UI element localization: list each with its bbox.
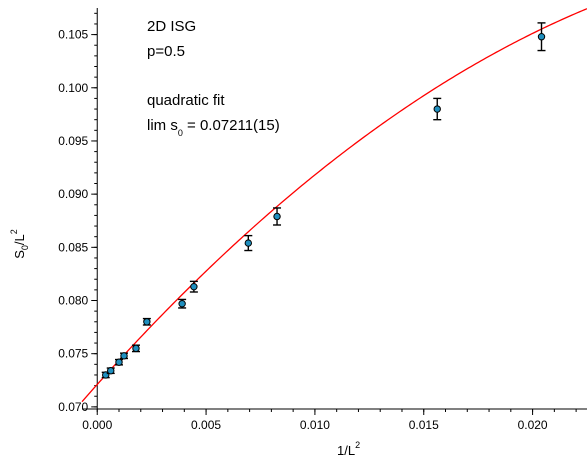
y-tick-label: 0.090 xyxy=(58,187,88,201)
x-tick-label: 0.005 xyxy=(191,418,221,432)
y-axis-label: S0/L2 xyxy=(9,229,30,259)
data-marker xyxy=(190,282,198,291)
data-marker xyxy=(132,344,140,353)
x-axis-label: 1/L2 xyxy=(337,440,360,458)
annotation-system: 2D ISG xyxy=(147,18,196,35)
data-marker xyxy=(244,239,253,247)
data-point xyxy=(537,22,546,52)
data-marker xyxy=(433,105,441,113)
data-marker xyxy=(107,367,115,375)
data-point xyxy=(273,207,282,226)
axes: 0.070 0.075 0.080 0.085 0.090 0.095 0.100 0.105… xyxy=(58,8,587,432)
y-axis-label-mid: /L xyxy=(12,234,27,245)
y-tick-label: 0.075 xyxy=(58,347,88,361)
x-tick-label: 0.020 xyxy=(518,418,548,432)
x-tick-label: 0.015 xyxy=(409,418,439,432)
data-marker xyxy=(115,358,123,366)
data-point xyxy=(131,344,140,353)
y-tick-label: 0.100 xyxy=(58,81,88,95)
data-marker xyxy=(143,318,151,326)
data-point xyxy=(433,97,442,121)
data-point xyxy=(142,317,151,326)
data-point xyxy=(106,367,115,375)
x-tick-label: 0.000 xyxy=(82,418,112,432)
x-tick-label: 0.010 xyxy=(300,418,330,432)
annotation-limit-prefix: lim s xyxy=(147,117,178,134)
fit-layer xyxy=(81,8,587,403)
data-point xyxy=(244,234,253,252)
annotations: 2D ISG p=0.5 quadratic fit lim s0 = 0.07… xyxy=(147,18,280,138)
data-marker xyxy=(178,299,186,308)
x-axis-label-sup: 2 xyxy=(355,440,360,450)
y-tick-label: 0.105 xyxy=(58,28,88,42)
fit-curve xyxy=(81,8,587,403)
y-tick-label: 0.095 xyxy=(58,134,88,148)
data-marker xyxy=(273,212,281,221)
y-axis-label-sup: 2 xyxy=(9,229,19,234)
x-axis-label-main: 1/L xyxy=(337,443,355,458)
annotation-limit: lim s0 = 0.07211(15) xyxy=(147,117,280,138)
y-tick-label: 0.080 xyxy=(58,294,88,308)
data-point xyxy=(189,280,198,293)
data-marker xyxy=(537,33,546,41)
data-point xyxy=(120,352,129,360)
y-tick-label: 0.085 xyxy=(58,240,88,254)
y-tick-label: 0.070 xyxy=(58,400,88,414)
annotation-limit-sub: 0 xyxy=(178,128,183,138)
annotation-p: p=0.5 xyxy=(147,43,185,60)
y-axis-label-main: S xyxy=(12,250,27,259)
data-marker xyxy=(120,352,128,360)
annotation-limit-suffix: = 0.07211(15) xyxy=(183,117,280,134)
annotation-fit: quadratic fit xyxy=(147,92,225,109)
y-axis-label-sub: 0 xyxy=(20,245,30,250)
data-point xyxy=(115,358,124,366)
data-point xyxy=(178,298,187,309)
points-layer xyxy=(101,22,546,379)
